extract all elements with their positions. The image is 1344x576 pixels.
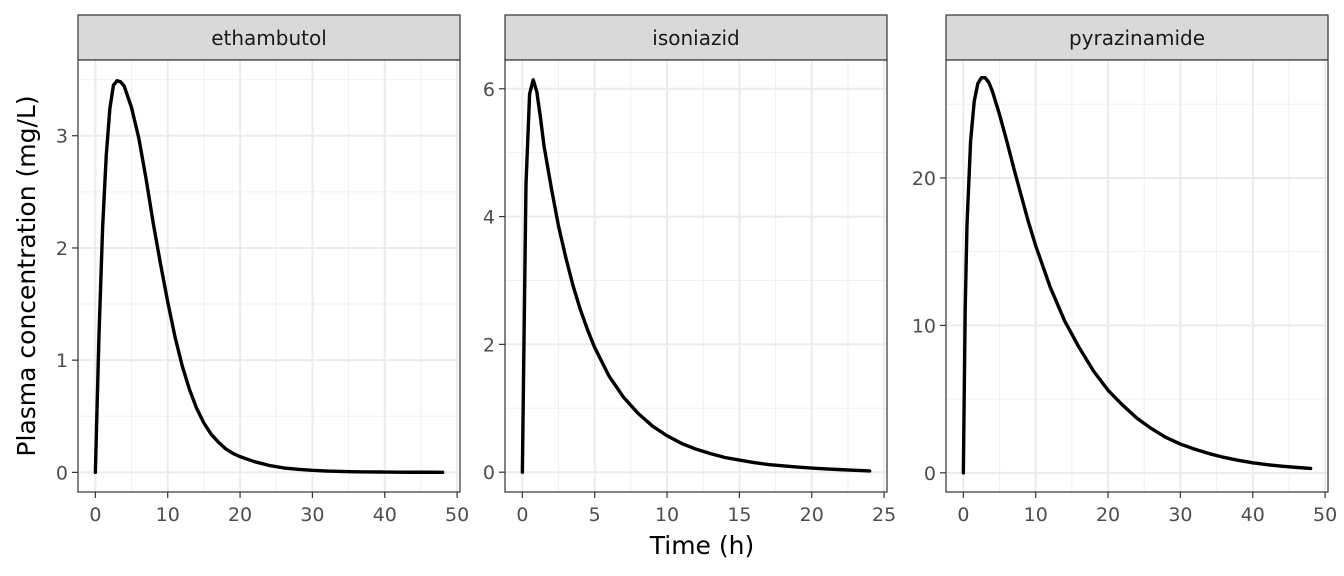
y-tick-label: 2 [56,238,68,260]
x-tick-label: 15 [727,504,751,526]
panel-pyrazinamide: pyrazinamide 0 10 20 30 40 50 0 10 20 [912,14,1337,526]
x-tick-label: 50 [1313,504,1337,526]
concentration-line-pyrazinamide [961,75,1313,475]
x-tick-label: 10 [1024,504,1048,526]
y-tick-label: 3 [56,126,68,148]
panel-border [77,59,461,493]
panel-background [505,60,887,492]
x-tick-label: 20 [800,504,824,526]
panel-ethambutol: ethambutol 0 10 20 30 40 50 0 1 2 3 [56,14,469,526]
facet-strip [77,14,461,61]
facet-strip-label: isoniazid [652,26,739,50]
y-tick-label: 0 [924,463,936,485]
y-tick-label: 0 [483,462,495,484]
x-tick-label: 0 [516,504,528,526]
facet-strip-label: pyrazinamide [1069,26,1205,50]
facet-strip [504,14,888,61]
facet-strip-label: ethambutol [211,26,327,50]
x-tick-label: 50 [445,504,469,526]
x-tick-label: 10 [655,504,679,526]
concentration-line-ethambutol [93,79,445,475]
x-axis-title: Time (h) [649,531,754,560]
x-tick-label: 10 [156,504,180,526]
panel-isoniazid: isoniazid 0 5 10 15 20 25 0 2 4 6 [483,14,896,526]
y-tick-label: 6 [483,79,495,101]
y-axis-title: Plasma concentration (mg/L) [12,95,41,456]
x-tick-label: 20 [228,504,252,526]
x-tick-label: 30 [1168,504,1192,526]
x-tick-label: 20 [1096,504,1120,526]
y-tick-label: 1 [56,350,68,372]
x-tick-label: 5 [589,504,601,526]
x-tick-label: 0 [957,504,969,526]
y-tick-label: 20 [912,168,936,190]
x-tick-label: 40 [1241,504,1265,526]
x-tick-label: 0 [89,504,101,526]
y-tick-label: 10 [912,315,936,337]
panel-border [504,59,888,493]
y-tick-label: 0 [56,462,68,484]
panel-background [78,60,460,492]
x-tick-label: 30 [300,504,324,526]
facet-strip [945,14,1329,61]
x-tick-label: 25 [872,504,896,526]
y-tick-label: 2 [483,334,495,356]
y-tick-label: 4 [483,207,495,229]
x-tick-label: 40 [373,504,397,526]
panel-border [945,59,1329,493]
concentration-line-isoniazid [520,78,872,474]
